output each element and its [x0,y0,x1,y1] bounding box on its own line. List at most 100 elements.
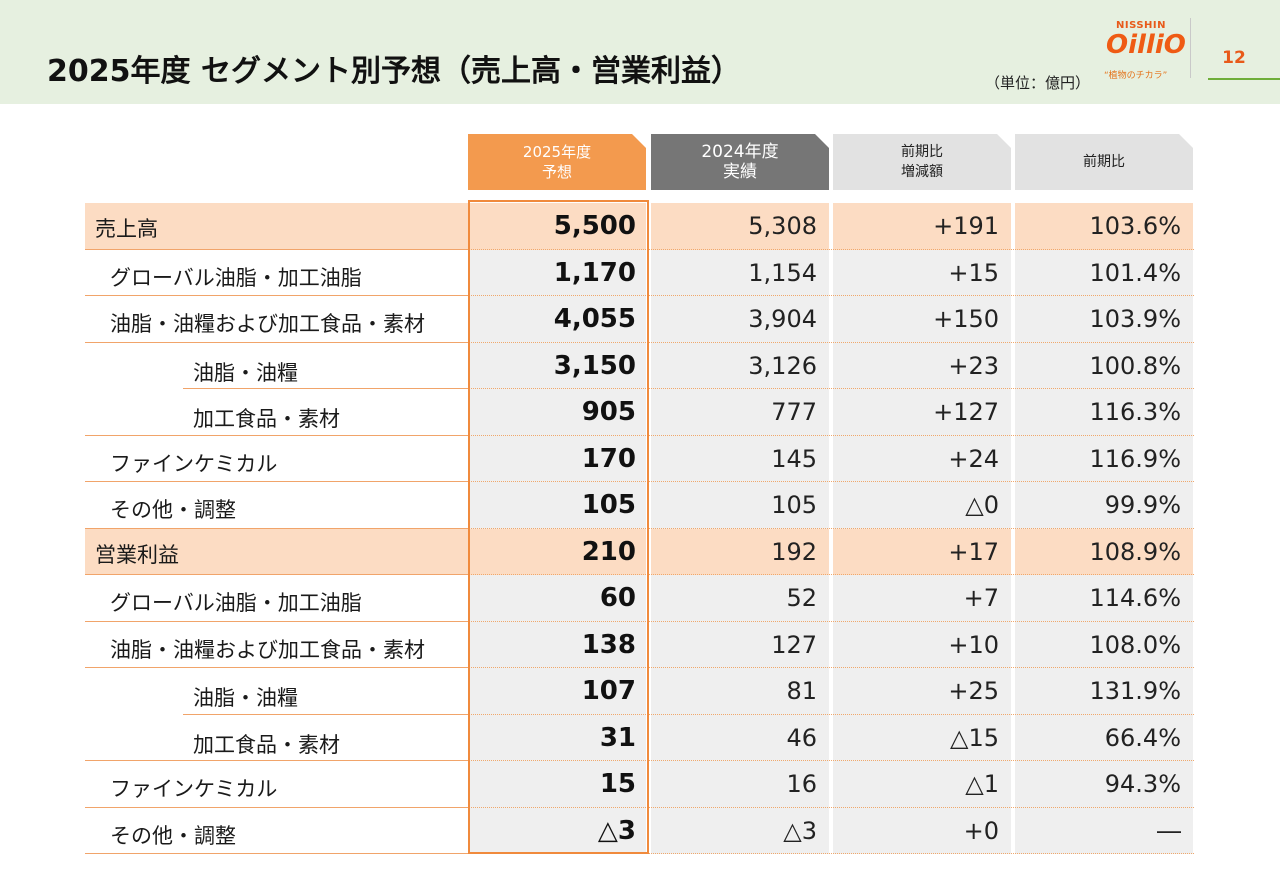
row-divider-dotted [468,806,1194,808]
yoy-change-value: +10 [833,621,1011,668]
row-label-cell: ファインケミカル [85,761,468,808]
forecast-2025-value: 170 [468,435,646,482]
yoy-ratio-value: ― [1015,807,1193,854]
row-label: 油脂・油糧および加工食品・素材 [110,637,425,662]
forecast-2025-value: △3 [468,807,646,854]
header-divider [1190,18,1191,78]
row-label: その他・調整 [110,498,236,522]
yoy-ratio-value: 101.4% [1015,249,1193,296]
table-row: 油脂・油糧 3,150 3,126 +23 100.8% [85,342,1194,390]
table-row: 油脂・油糧および加工食品・素材 138 127 +10 108.0% [85,621,1194,669]
row-label: 油脂・油糧および加工食品・素材 [110,312,425,336]
yoy-change-value: +191 [833,203,1011,250]
yoy-ratio-value: 94.3% [1015,761,1193,808]
yoy-change-value: +127 [833,389,1011,436]
row-label-cell: 油脂・油糧および加工食品・素材 [85,296,468,343]
row-divider-dotted [468,620,1194,622]
yoy-ratio-value: 103.6% [1015,203,1193,250]
yoy-change-value: +17 [833,528,1011,575]
row-divider [85,806,468,808]
table-row: その他・調整 105 105 △0 99.9% [85,482,1194,529]
row-label: 油脂・油糧 [193,360,298,385]
yoy-change-value: +150 [833,296,1011,343]
page-title: 2025年度 セグメント別予想（売上高・営業利益） [47,54,741,89]
row-label-cell: グローバル油脂・加工油脂 [85,250,468,297]
yoy-ratio-value: 116.3% [1015,389,1193,436]
forecast-2025-value: 107 [468,668,646,715]
yoy-change-value: △1 [833,761,1011,808]
row-label-cell: ファインケミカル [85,436,468,483]
actual-2024-value: 16 [651,761,829,808]
actual-2024-value: 192 [651,528,829,575]
row-divider [85,434,468,436]
yoy-ratio-value: 108.9% [1015,528,1193,575]
actual-2024-value: 81 [651,668,829,715]
yoy-ratio-value: 131.9% [1015,668,1193,715]
row-label: ファインケミカル [110,451,278,476]
actual-2024-value: 777 [651,389,829,436]
yoy-change-value: △15 [833,714,1011,761]
table-row: ファインケミカル 170 145 +24 116.9% [85,435,1194,483]
table-row: 加工食品・素材 905 777 +127 116.3% [85,389,1194,436]
table-row: グローバル油脂・加工油脂 1,170 1,154 +15 101.4% [85,249,1194,297]
row-divider-dotted [468,853,1194,854]
table-row-total: 営業利益 210 192 +17 108.9% [85,528,1194,575]
row-divider [85,341,468,343]
yoy-change-value: +25 [833,668,1011,715]
yoy-ratio-value: 103.9% [1015,296,1193,343]
row-divider [85,481,468,482]
row-divider [85,620,468,622]
row-divider [85,295,468,296]
yoy-change-value: +0 [833,807,1011,854]
column-header-yoy-ratio: 前期比 [1015,134,1193,190]
row-label: 油脂・油糧 [193,686,298,710]
table-row: 油脂・油糧および加工食品・素材 4,055 3,904 +150 103.9% [85,296,1194,343]
row-label-cell: 油脂・油糧 [85,343,468,390]
table-row: グローバル油脂・加工油脂 60 52 +7 114.6% [85,575,1194,622]
forecast-2025-value: 210 [468,528,646,575]
yoy-ratio-value: 99.9% [1015,482,1193,529]
actual-2024-value: △3 [651,807,829,854]
actual-2024-value: 52 [651,575,829,622]
row-divider-dotted [468,713,1194,715]
segment-forecast-table: 売上高 5,500 5,308 +191 103.6% グローバル油脂・加工油脂 1,170… [85,203,1194,854]
yoy-ratio-value: 116.9% [1015,435,1193,482]
row-label: ファインケミカル [110,777,278,801]
row-divider-dotted [468,341,1194,343]
yoy-change-value: +15 [833,249,1011,296]
row-divider-dotted [468,481,1194,482]
logo-tagline: “植物のチカラ” [1104,71,1168,81]
actual-2024-value: 1,154 [651,249,829,296]
yoy-change-value: +7 [833,575,1011,622]
row-label-cell: 加工食品・素材 [85,389,468,436]
row-divider-dotted [468,574,1194,575]
yoy-ratio-value: 100.8% [1015,342,1193,389]
forecast-2025-value: 905 [468,389,646,436]
forecast-2025-value: 60 [468,575,646,622]
row-divider-dotted [468,248,1194,250]
yoy-change-value: +24 [833,435,1011,482]
actual-2024-value: 145 [651,435,829,482]
yoy-change-value: +23 [833,342,1011,389]
forecast-2025-value: 15 [468,761,646,808]
row-divider-dotted [468,295,1194,296]
forecast-2025-value: 105 [468,482,646,529]
actual-2024-value: 3,904 [651,296,829,343]
column-header-forecast-2025: 2025年度 予想 [468,134,646,190]
forecast-2025-value: 138 [468,621,646,668]
unit-label: （単位：億円） [985,74,1091,92]
logo-top-text: NISSHIN [1116,20,1167,31]
table-row: ファインケミカル 15 16 △1 94.3% [85,761,1194,808]
yoy-ratio-value: 108.0% [1015,621,1193,668]
actual-2024-value: 46 [651,714,829,761]
row-divider-dotted [468,667,1194,668]
forecast-2025-value: 4,055 [468,296,646,343]
row-label: 営業利益 [95,542,179,567]
row-divider-dotted [468,434,1194,436]
row-divider [183,388,468,389]
row-label-cell: 油脂・油糧 [85,668,468,715]
company-logo: NISSHIN OilliO “植物のチカラ” [1098,20,1186,84]
row-label: 加工食品・素材 [193,732,340,757]
row-label-cell: その他・調整 [85,482,468,529]
row-label-cell: 油脂・油糧および加工食品・素材 [85,622,468,669]
